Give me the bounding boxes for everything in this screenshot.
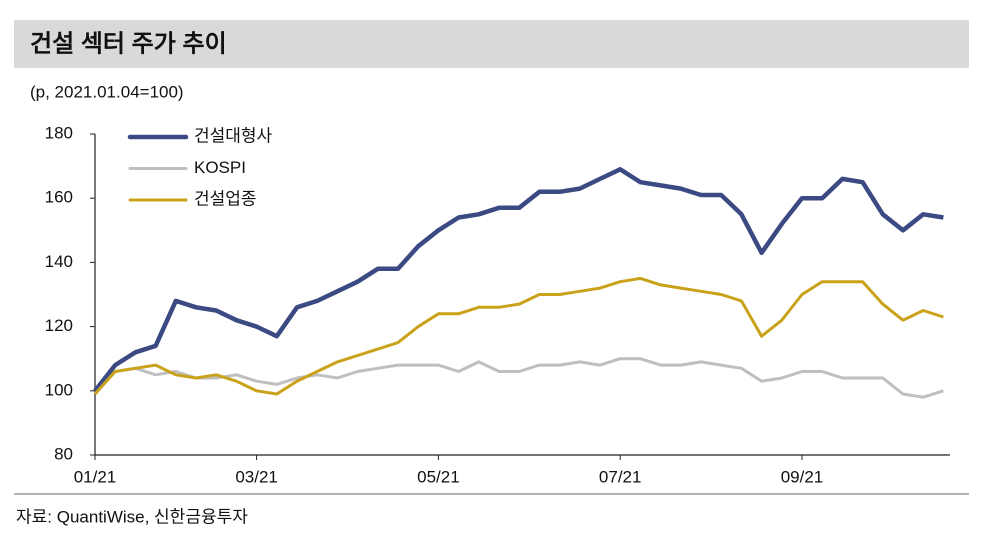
legend-label: 건설업종 [194, 189, 257, 208]
source-note: 자료: QuantiWise, 신한금융투자 [16, 507, 248, 526]
y-tick-label: 180 [45, 123, 73, 142]
x-tick-label: 05/21 [417, 467, 460, 486]
y-tick-label: 100 [45, 380, 73, 399]
y-tick-label: 80 [54, 444, 73, 463]
x-tick-label: 09/21 [781, 467, 824, 486]
x-tick-label: 07/21 [599, 467, 642, 486]
legend-label: 건설대형사 [194, 126, 273, 145]
title-bar [14, 20, 969, 68]
series-line [93, 357, 944, 399]
chart-title: 건설 섹터 주가 추이 [30, 30, 227, 57]
chart-subtitle: (p, 2021.01.04=100) [30, 82, 184, 101]
legend-label: KOSPI [194, 158, 246, 177]
x-tick-label: 01/21 [74, 467, 117, 486]
y-tick-label: 120 [45, 316, 73, 335]
y-tick-label: 140 [45, 252, 73, 271]
series-line [93, 167, 944, 393]
series-line [93, 276, 944, 396]
y-tick-label: 160 [45, 188, 73, 207]
x-tick-label: 03/21 [235, 467, 278, 486]
